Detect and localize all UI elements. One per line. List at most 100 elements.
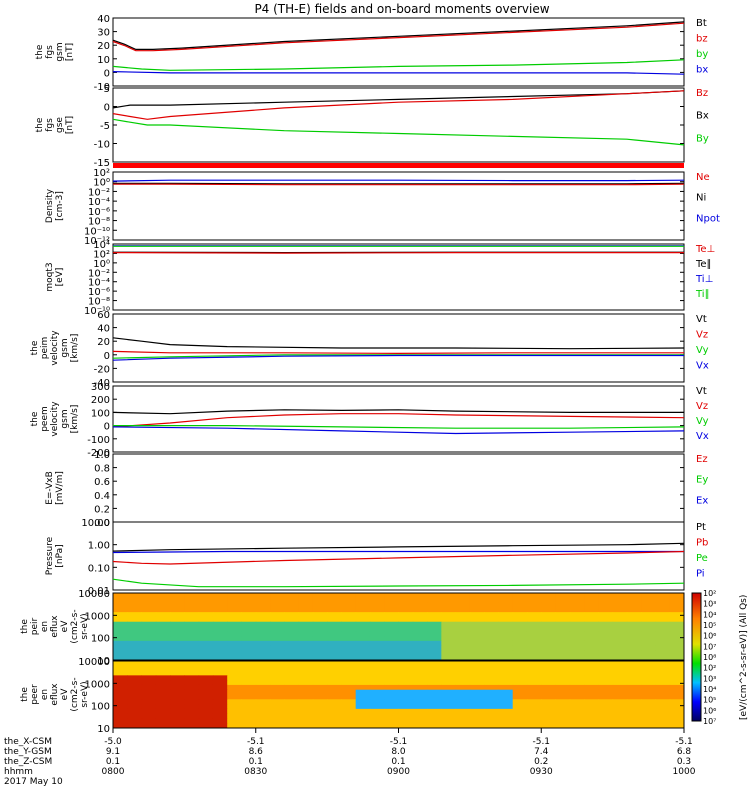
spectrogram-cell (270, 616, 285, 623)
spectrogram-cell (412, 684, 428, 691)
spectrogram-cell (298, 694, 314, 700)
spectrogram-cell (355, 723, 371, 729)
spectrogram-cell (212, 708, 228, 715)
series-Bx (112, 90, 685, 109)
spectrogram-cell (584, 704, 599, 710)
spectrogram-cell (198, 597, 214, 604)
ytick-label: 10⁻⁴ (88, 278, 110, 289)
spectrogram-cell (127, 593, 143, 599)
panel-frame (112, 592, 685, 661)
spectrogram-cell (298, 636, 314, 642)
ylabel-part: the (35, 44, 45, 59)
spectrogram-cell (555, 616, 571, 623)
spectrogram-cell (427, 631, 442, 637)
colorbar-tick: 10⁷ (703, 642, 716, 651)
spectrogram-cell (384, 655, 399, 661)
spectrogram-cell (127, 689, 143, 695)
spectrogram-cell (612, 593, 628, 599)
spectrogram-cell (555, 704, 571, 710)
spectrogram-cell (484, 689, 499, 695)
spectrogram-cell (541, 655, 557, 661)
series-Vt (112, 337, 685, 350)
spectrogram-cell (612, 713, 628, 719)
spectrogram-cell (512, 680, 528, 686)
spectrogram-cell (541, 612, 557, 618)
spectrogram-cell (369, 718, 385, 724)
ytick-label: 40 (97, 324, 110, 335)
spectrogram-cell (341, 661, 357, 667)
legend-Npot: Npot (696, 213, 720, 224)
spectrogram-cell (541, 670, 557, 676)
spectrogram-cell (498, 684, 514, 691)
spectrogram-cell (412, 636, 428, 642)
panel-frame (112, 521, 685, 591)
spectrogram-cell (127, 612, 143, 618)
spectrogram-cell (455, 631, 471, 637)
spectrogram-cell (355, 665, 371, 672)
spectrogram-cell (641, 713, 656, 719)
spectrogram-cell (641, 602, 656, 608)
spectrogram-cell (155, 694, 171, 700)
spectrogram-cell (298, 655, 314, 661)
spectrogram-cell (127, 708, 143, 715)
spectrogram-cell (541, 616, 557, 623)
spectrogram-cell (412, 689, 428, 695)
spectrogram-cell (598, 665, 614, 672)
spectrogram-cell (655, 708, 671, 715)
spectrogram-cell (270, 602, 285, 608)
spectrogram-cell (227, 593, 242, 599)
spectrogram-cell (327, 675, 342, 681)
spectrogram-cell (384, 631, 399, 637)
panel-frame (112, 453, 685, 523)
spectrogram-cell (626, 704, 642, 710)
spectrogram-cell (141, 636, 157, 642)
spectrogram-cell (655, 593, 671, 599)
spectrogram-cell (155, 631, 171, 637)
spectrogram-cell (498, 650, 514, 656)
spectrogram-cell (113, 718, 128, 724)
series-Vy (112, 354, 684, 359)
spectrogram-cell (312, 704, 328, 710)
spectrogram-cell (241, 708, 257, 715)
spectrogram-cell (198, 684, 214, 691)
spectrogram-cell (412, 713, 428, 719)
spectrogram-cell (512, 708, 528, 715)
spectrogram-cell (312, 612, 328, 618)
spectrogram-cell (412, 607, 428, 613)
spectrogram-cell (227, 655, 242, 661)
spectrogram-cell (541, 597, 557, 604)
spectrogram-cell (598, 640, 614, 647)
spectrogram-cell (669, 645, 685, 651)
spectrogram-cell (584, 665, 599, 672)
spectrogram-cell (127, 699, 143, 705)
spectrogram-cell (526, 699, 542, 705)
ylabel-part: [km/s] (70, 405, 80, 434)
spectrogram-cell (369, 689, 385, 695)
spectrogram-cell (655, 650, 671, 656)
spectrogram-cell (355, 593, 371, 599)
ytick-label: 0.4 (94, 491, 110, 502)
spectrogram-cell (113, 708, 128, 715)
spectrogram-cell (484, 645, 499, 651)
ytick-label: 10 (97, 724, 110, 735)
spectrogram-cell (212, 723, 228, 729)
spectrogram-cell (298, 621, 314, 627)
spectrogram-cell (669, 655, 685, 661)
spectrogram-cell (141, 661, 157, 667)
spectrogram-cell (641, 645, 656, 651)
spectrogram-cell (298, 675, 314, 681)
spectrogram-cell (170, 680, 185, 686)
spectrogram-cell (584, 602, 599, 608)
spectrogram-cell (170, 699, 185, 705)
spectrogram-cell (469, 597, 485, 604)
spectrogram-cell (569, 718, 585, 724)
spectrogram-cell (512, 665, 528, 672)
xtick-value: 0.3 (677, 757, 691, 767)
spectrogram-cell (598, 704, 614, 710)
spectrogram-cell (212, 612, 228, 618)
spectrogram-cell (355, 607, 371, 613)
spectrogram-cell (555, 699, 571, 705)
spectrogram-cell (127, 665, 143, 672)
spectrogram-cell (255, 718, 271, 724)
spectrogram-cell (584, 723, 599, 729)
